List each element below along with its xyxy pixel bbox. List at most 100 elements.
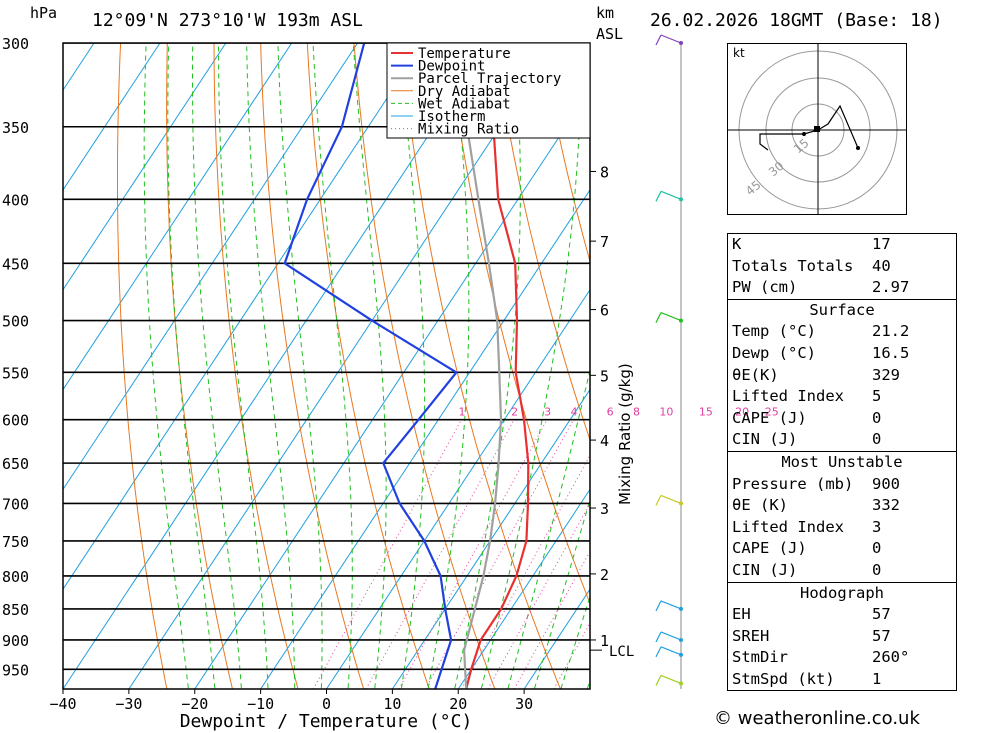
km-tick-label: 2: [600, 566, 609, 584]
wind-barb-staff: [660, 646, 682, 656]
km-tick-label: 8: [600, 163, 609, 181]
legend-box: [386, 42, 591, 139]
hodograph-panel: kt 15 30 45: [727, 43, 907, 215]
index-value: 3: [872, 517, 882, 536]
wind-barb-staff: [660, 600, 682, 610]
hodo-point-top: [856, 146, 860, 150]
index-value: 16.5: [872, 343, 910, 362]
wet-adiabat-line: [167, 43, 216, 689]
wind-barb-flag: [655, 646, 662, 658]
hodograph-svg: kt 15 30 45: [728, 44, 906, 214]
mixing-ratio-label: 2: [511, 406, 518, 419]
dry-adiabat-line: [166, 43, 233, 689]
mixing-ratio-line: [312, 419, 462, 689]
pressure-tick-label: 300: [2, 35, 29, 53]
mu-row: CIN (J) 0: [728, 560, 956, 582]
isotherm-line: [63, 43, 227, 291]
legend-label: Dry Adiabat: [418, 84, 511, 100]
pressure-tick-label: 700: [2, 495, 29, 513]
mixing-ratio-line: [461, 454, 590, 689]
parcel-trajectory-curve: [455, 43, 503, 689]
hodograph-title: Hodograph: [800, 583, 884, 602]
temp-tick-label: −20: [181, 695, 208, 713]
mixing-ratio-axis-label: Mixing Ratio (g/kg): [616, 363, 634, 505]
altitude-unit-asl: ASL: [596, 25, 624, 43]
location-title: 12°09'N 273°10'W 193m ASL: [92, 10, 363, 31]
index-value: 0: [872, 430, 882, 449]
isotherm-line: [63, 43, 359, 491]
mixing-ratio-label: 1: [458, 406, 465, 419]
mixing-ratio-label: 25: [765, 406, 779, 419]
legend-label: Dewpoint: [418, 59, 485, 75]
pressure-tick-label: 350: [2, 119, 29, 137]
wind-barb-flag: [655, 631, 662, 643]
hodograph-trace: [759, 104, 859, 151]
index-value: 57: [872, 626, 891, 645]
wind-barb-flag: [655, 191, 662, 202]
wind-barb-flag: [655, 34, 662, 46]
isotherm-line: [63, 43, 490, 689]
temp-tick-label: 0: [322, 695, 331, 713]
index-value: 0: [872, 408, 882, 427]
km-tick-label: 3: [600, 500, 609, 518]
most-unstable-title: Most Unstable: [781, 452, 903, 471]
wet-adiabat-line: [312, 43, 353, 689]
surface-title: Surface: [809, 300, 875, 319]
hodo-ring-label-3: 45: [743, 178, 764, 199]
datetime-title: 26.02.2026 18GMT (Base: 18): [650, 10, 943, 31]
mu-row: CAPE (J) 0: [728, 538, 956, 560]
mixing-ratio-line: [398, 419, 548, 689]
hodo-ring-label-2: 30: [766, 159, 787, 180]
hodo-row: EH 57: [728, 604, 956, 626]
index-label: Lifted Index: [732, 517, 844, 536]
surface-row: CAPE (J) 0: [728, 408, 956, 430]
indices-hodograph: Hodograph EH 57 SREH 57 StmDir 260° StmSpd …: [728, 581, 956, 691]
wind-barb-flag: [655, 312, 662, 323]
mixing-ratio-label: 6: [607, 406, 614, 419]
skewt-grid: [63, 43, 1000, 697]
isotherm-line: [63, 43, 161, 191]
hodo-row: SREH 57: [728, 626, 956, 648]
temperature-curve: [465, 43, 530, 689]
altitude-unit-km: km: [596, 4, 615, 22]
km-tick-label: 4: [600, 432, 609, 450]
index-value: 57: [872, 605, 891, 624]
dry-adiabat-line: [961, 43, 1000, 697]
copyright-footer[interactable]: © weatheronline.co.uk: [714, 708, 920, 729]
temp-tick-label: 30: [515, 695, 533, 713]
wind-barb-flag: [655, 600, 662, 612]
mu-row: Pressure (mb) 900: [728, 474, 956, 496]
mixing-ratio-line: [513, 550, 590, 689]
legend-label: Parcel Trajectory: [418, 71, 561, 87]
index-label: θE (K): [732, 496, 788, 515]
index-row-totals: Totals Totals 40: [728, 256, 956, 278]
index-value: 40: [872, 256, 891, 275]
indices-surface: Surface Temp (°C) 21.2 Dewp (°C) 16.5 θE(K…: [728, 298, 956, 451]
index-value: 17: [872, 235, 891, 253]
index-value: 900: [872, 474, 900, 493]
hodo-storm-marker: [814, 126, 820, 132]
hodo-row: StmSpd (kt) 1: [728, 669, 956, 691]
mixing-ratio-label: 15: [699, 406, 713, 419]
wind-barb-flag: [655, 495, 662, 506]
km-tick-label: 5: [600, 367, 609, 385]
pressure-tick-label: 800: [2, 568, 29, 586]
wind-profile: [655, 34, 683, 689]
km-tick-label: 6: [600, 302, 609, 320]
temp-tick-label: −40: [49, 695, 76, 713]
pressure-tick-label: 450: [2, 255, 29, 273]
legend-label: Mixing Ratio: [418, 122, 519, 138]
mixing-ratio-label: 8: [633, 406, 640, 419]
pressure-tick-label: 950: [2, 661, 29, 679]
isotherm-line: [326, 288, 590, 689]
index-value: 1: [872, 669, 882, 688]
index-label: EH: [732, 605, 751, 624]
wet-adiabat-line: [427, 43, 470, 689]
index-label: SREH: [732, 626, 770, 645]
indices-most-unstable: Most Unstable Pressure (mb) 900 θE (K) 332…: [728, 450, 956, 582]
indices-table: K 17 Totals Totals 40 PW (cm) 2.97 Surface …: [727, 233, 957, 692]
index-label: Pressure (mb): [732, 474, 854, 493]
dry-adiabat-line: [493, 43, 590, 442]
legend-label: Wet Adiabat: [418, 96, 511, 112]
index-label: PW (cm): [732, 278, 798, 297]
